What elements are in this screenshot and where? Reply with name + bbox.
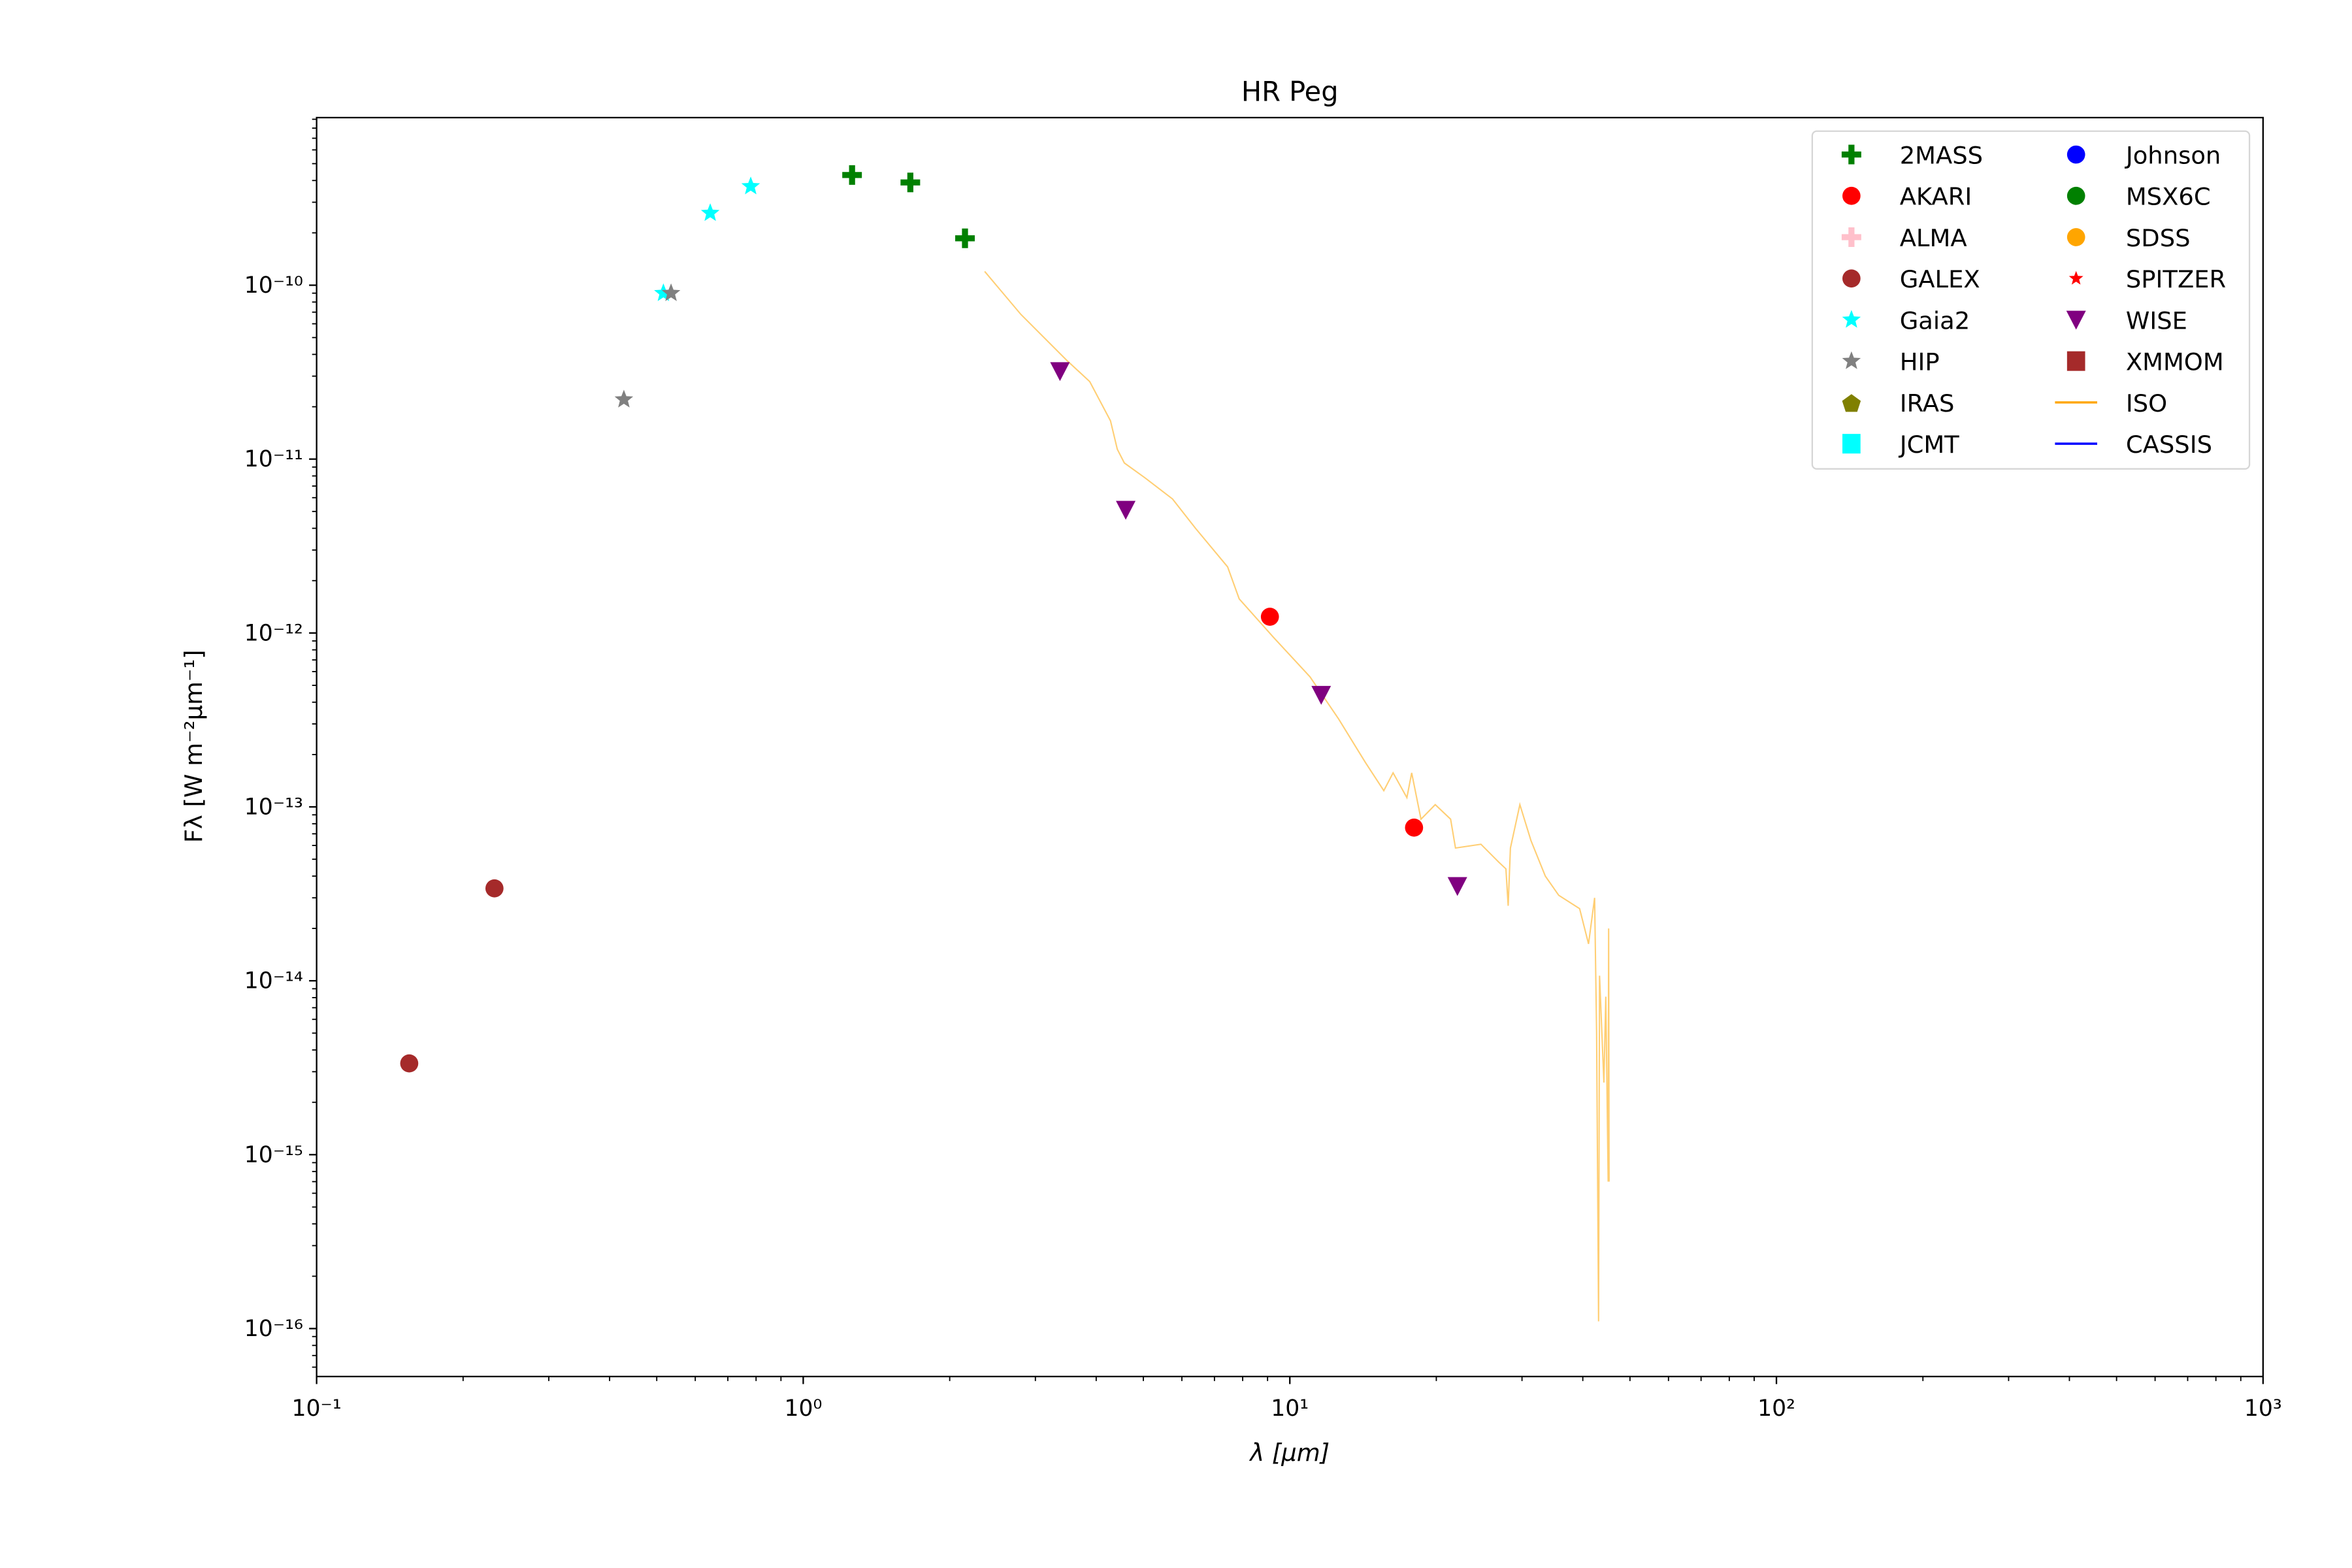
gaia2-data-point (700, 203, 720, 221)
legend-entry-alma: ALMA (1841, 224, 1967, 252)
2mass-data-point (842, 165, 862, 185)
legend-marker-sdss (2066, 228, 2085, 246)
legend-label: XMMOM (2126, 348, 2224, 376)
2mass-data-point (900, 172, 921, 193)
legend-label: Johnson (2125, 141, 2221, 169)
legend-marker-msx6c (2066, 186, 2085, 205)
legend-label: GALEX (1900, 265, 1980, 293)
gaia2-data-point (654, 283, 673, 301)
y-tick-label: 10⁻¹⁰ (244, 272, 303, 299)
legend-marker-gaia2 (1842, 310, 1861, 328)
y-tick-label: 10⁻¹² (244, 620, 303, 646)
legend-entry-galex: GALEX (1842, 265, 1980, 293)
y-tick-label: 10⁻¹³ (244, 794, 303, 821)
legend-label: JCMT (1899, 431, 1959, 459)
y-axis-label: Fλ [W m⁻²μm⁻¹] (180, 649, 208, 843)
legend: 2MASS AKARI ALMA GALEX Gaia2 HIP IRAS JCMT Johns… (1811, 130, 2251, 470)
legend-marker-hip (1842, 351, 1861, 369)
legend-entry-jcmt: JCMT (1842, 431, 1959, 459)
wise-data-point (1116, 500, 1136, 520)
legend-entry-spitzer: SPITZER (2068, 265, 2226, 293)
2mass-data-point (955, 228, 975, 248)
legend-marker-iras (1842, 394, 1861, 412)
y-tick-label: 10⁻¹⁵ (244, 1142, 303, 1168)
x-tick-label: 10¹ (1271, 1396, 1309, 1422)
legend-label: IRAS (1900, 389, 1955, 417)
legend-label: SDSS (2126, 224, 2191, 252)
legend-entry-hip: HIP (1842, 348, 1940, 376)
legend-entry-iras: IRAS (1842, 389, 1955, 417)
iso-spectrum-line (984, 270, 1610, 1322)
legend-marker-xmmom (2066, 351, 2085, 371)
legend-label: 2MASS (1900, 141, 1983, 169)
x-axis-label: λ [μm] (1249, 1439, 1330, 1467)
legend-marker-alma (1841, 227, 1861, 247)
plot-frame (316, 116, 2264, 1378)
akari-data-point (1260, 608, 1279, 626)
galex-data-point (485, 879, 504, 898)
legend-entry-wise: WISE (2066, 306, 2187, 335)
legend-entry-johnson: Johnson (2066, 141, 2221, 169)
legend-marker-akari (1842, 186, 1861, 205)
x-tick-label: 10⁰ (784, 1396, 822, 1422)
legend-entry-cassis: CASSIS (2055, 431, 2212, 459)
legend-entry-gaia2: Gaia2 (1842, 306, 1970, 335)
legend-marker-2mass (1841, 144, 1861, 165)
legend-label: ISO (2126, 389, 2167, 417)
gaia2-data-point (741, 176, 760, 195)
plot-layer (400, 165, 1610, 1322)
axes-layer: 10⁻¹ 10⁰ 10¹ 10² 10³ 10⁻¹⁶ 10⁻¹⁵ 10⁻¹⁴ 10⁻¹³ 10⁻¹… (244, 118, 2282, 1422)
legend-marker-galex (1842, 269, 1861, 288)
x-tick-label: 10² (1757, 1396, 1795, 1422)
hip-data-point (661, 283, 681, 301)
galex-data-point (400, 1054, 419, 1073)
legend-entry-sdss: SDSS (2066, 224, 2191, 252)
legend-label: AKARI (1900, 183, 1972, 211)
y-tick-label: 10⁻¹⁴ (244, 968, 303, 994)
legend-entry-iso: ISO (2055, 389, 2167, 417)
wise-data-point (1311, 685, 1331, 705)
wise-data-point (1050, 362, 1070, 382)
y-tick-label: 10⁻¹⁶ (244, 1316, 303, 1342)
legend-label: CASSIS (2126, 431, 2212, 459)
legend-box (1811, 130, 2251, 470)
legend-label: Gaia2 (1900, 306, 1970, 335)
legend-entry-xmmom: XMMOM (2066, 348, 2224, 376)
legend-label: MSX6C (2126, 183, 2211, 211)
legend-marker-wise (2066, 310, 2086, 330)
legend-marker-johnson (2066, 145, 2085, 164)
hip-data-point (614, 389, 634, 408)
x-tick-label: 10⁻¹ (292, 1396, 342, 1422)
wise-data-point (1447, 877, 1467, 896)
legend-marker-spitzer (2068, 270, 2083, 285)
legend-label: HIP (1900, 348, 1940, 376)
legend-label: SPITZER (2126, 265, 2226, 293)
chart-title: HR Peg (1241, 76, 1339, 108)
x-tick-label: 10³ (2244, 1396, 2282, 1422)
legend-marker-jcmt (1842, 434, 1861, 454)
legend-entry-akari: AKARI (1842, 183, 1972, 211)
legend-label: ALMA (1900, 224, 1967, 252)
y-tick-label: 10⁻¹¹ (244, 446, 303, 472)
legend-entry-2mass: 2MASS (1841, 141, 1983, 169)
legend-entry-msx6c: MSX6C (2066, 183, 2211, 211)
akari-data-point (1405, 818, 1424, 837)
legend-label: WISE (2126, 306, 2187, 335)
